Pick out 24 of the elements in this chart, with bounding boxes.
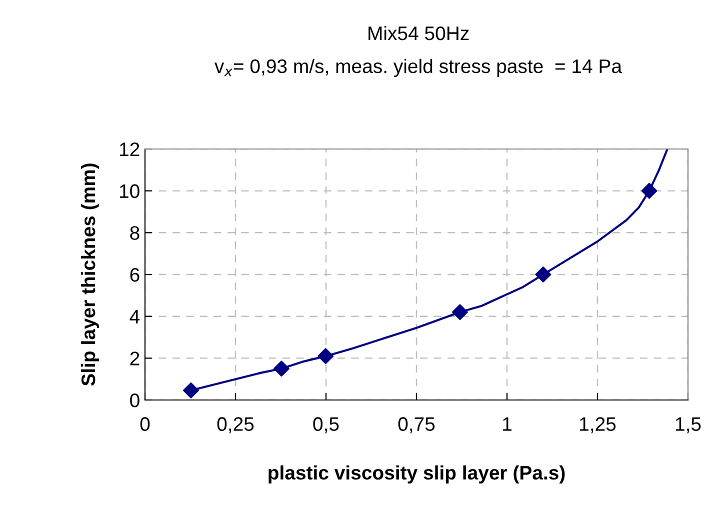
- point: [273, 360, 290, 377]
- x-axis-title: plastic viscosity slip layer (Pa.s): [268, 465, 565, 484]
- y-tick-label: 12: [120, 142, 140, 156]
- y-axis-title: Slip layer thicknes (mm): [80, 164, 100, 386]
- point: [452, 304, 468, 320]
- y-tick-label: 10: [120, 184, 140, 198]
- x-tick-label: 0: [140, 417, 150, 431]
- point: [535, 266, 552, 282]
- x-tick-label: 0,5: [313, 417, 339, 434]
- chart-title: Mix54 50Hz: [368, 26, 469, 40]
- y-tick-label: 8: [130, 226, 140, 240]
- chart-subtitle: v$_{x}$= 0,93 m/s, meas. yield stress paste = 14 Pa: [214, 58, 622, 77]
- point: [318, 348, 334, 364]
- x-tick-label: 1,5: [676, 417, 701, 434]
- x-tick-label: 1,25: [580, 417, 616, 434]
- x-tick-label: 0,75: [398, 417, 435, 434]
- y-tick-label: 2: [130, 352, 140, 366]
- x-tick-label: 1: [503, 417, 512, 431]
- point: [641, 182, 658, 199]
- y-tick-label: 0: [130, 393, 140, 408]
- x-tick-label: 0,25: [217, 417, 254, 434]
- y-tick-label: 6: [130, 268, 140, 282]
- y-tick-label: 4: [130, 310, 140, 324]
- point: [182, 382, 199, 398]
